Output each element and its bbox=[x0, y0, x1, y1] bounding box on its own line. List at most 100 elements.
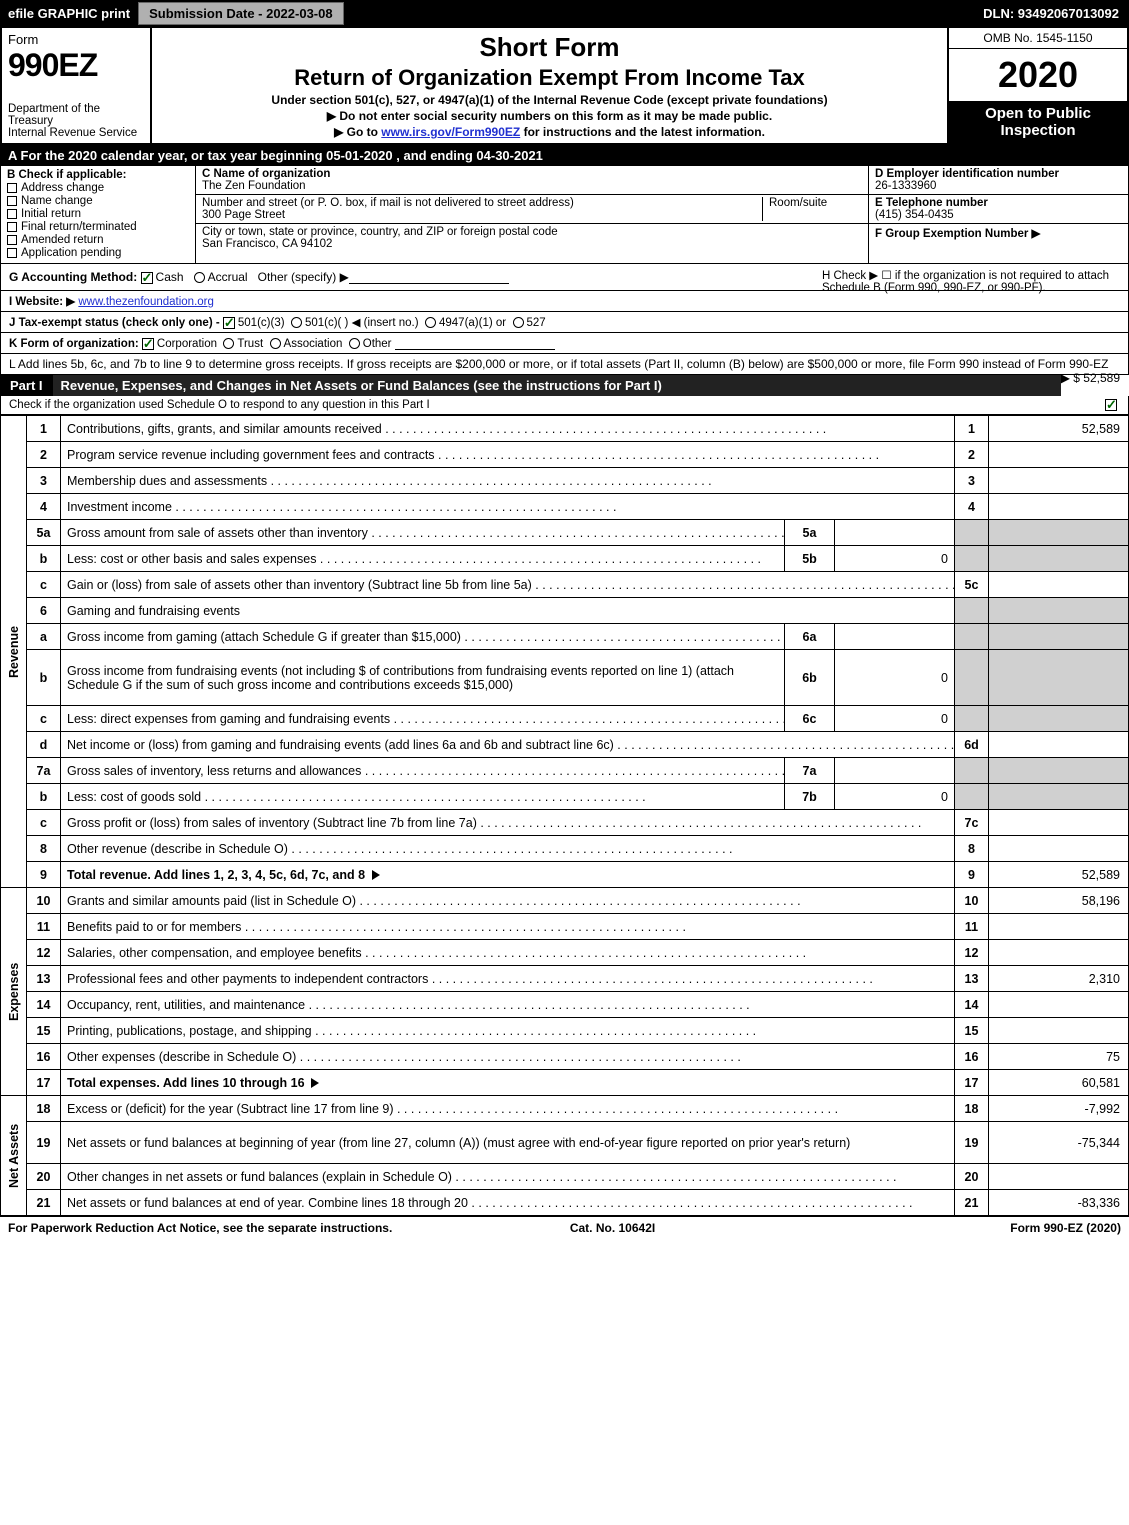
chk-other-org[interactable] bbox=[349, 338, 360, 349]
row-i: I Website: ▶ www.thezenfoundation.org bbox=[0, 291, 1129, 312]
k-corp: Corporation bbox=[157, 338, 217, 350]
chk-initial-return[interactable] bbox=[7, 209, 17, 219]
lv bbox=[989, 992, 1129, 1018]
chk-name-change[interactable] bbox=[7, 196, 17, 206]
part1-header: Part I Revenue, Expenses, and Changes in… bbox=[0, 375, 1061, 396]
lr: 4 bbox=[955, 494, 989, 520]
opt-amended-return: Amended return bbox=[21, 234, 103, 246]
f-group-label: F Group Exemption Number ▶ bbox=[875, 226, 1122, 240]
part1-table: Revenue 1 Contributions, gifts, grants, … bbox=[0, 415, 1129, 1216]
chk-4947[interactable] bbox=[425, 317, 436, 328]
lv bbox=[989, 546, 1129, 572]
lt: Occupancy, rent, utilities, and maintena… bbox=[61, 992, 955, 1018]
chk-address-change[interactable] bbox=[7, 183, 17, 193]
table-row: 9 Total revenue. Add lines 1, 2, 3, 4, 5… bbox=[1, 862, 1129, 888]
chk-corp[interactable] bbox=[142, 338, 154, 350]
e-phone-value: (415) 354-0435 bbox=[875, 209, 1122, 221]
lt: Salaries, other compensation, and employ… bbox=[61, 940, 955, 966]
table-row: 17 Total expenses. Add lines 10 through … bbox=[1, 1070, 1129, 1096]
chk-application-pending[interactable] bbox=[7, 248, 17, 258]
k-trust: Trust bbox=[237, 338, 263, 350]
lr: 19 bbox=[955, 1122, 989, 1164]
lv: 58,196 bbox=[989, 888, 1129, 914]
ln: 5a bbox=[27, 520, 61, 546]
website-link[interactable]: www.thezenfoundation.org bbox=[78, 296, 214, 308]
table-row: 12 Salaries, other compensation, and emp… bbox=[1, 940, 1129, 966]
lr bbox=[955, 706, 989, 732]
table-row: a Gross income from gaming (attach Sched… bbox=[1, 624, 1129, 650]
lt: Net assets or fund balances at end of ye… bbox=[61, 1190, 955, 1216]
table-row: d Net income or (loss) from gaming and f… bbox=[1, 732, 1129, 758]
lv bbox=[989, 650, 1129, 706]
chk-assoc[interactable] bbox=[270, 338, 281, 349]
k-other: Other bbox=[363, 338, 392, 350]
lv bbox=[989, 914, 1129, 940]
lr: 9 bbox=[955, 862, 989, 888]
submission-date-button[interactable]: Submission Date - 2022-03-08 bbox=[138, 2, 344, 25]
lv: 52,589 bbox=[989, 862, 1129, 888]
lr bbox=[955, 624, 989, 650]
chk-501c[interactable] bbox=[291, 317, 302, 328]
lm: 7b bbox=[785, 784, 835, 810]
c-name-label: C Name of organization bbox=[202, 168, 862, 180]
lr: 11 bbox=[955, 914, 989, 940]
lv: 60,581 bbox=[989, 1070, 1129, 1096]
ln: 7a bbox=[27, 758, 61, 784]
lmv: 0 bbox=[835, 706, 955, 732]
g-other-input[interactable] bbox=[349, 270, 509, 284]
ln: 17 bbox=[27, 1070, 61, 1096]
footer-left: For Paperwork Reduction Act Notice, see … bbox=[8, 1221, 392, 1235]
lr: 7c bbox=[955, 810, 989, 836]
lv bbox=[989, 572, 1129, 598]
form-label: Form bbox=[8, 32, 144, 47]
lmv bbox=[835, 758, 955, 784]
ln: 1 bbox=[27, 416, 61, 442]
table-row: 7a Gross sales of inventory, less return… bbox=[1, 758, 1129, 784]
lr bbox=[955, 758, 989, 784]
lv: 2,310 bbox=[989, 966, 1129, 992]
lv bbox=[989, 624, 1129, 650]
table-row: Expenses 10 Grants and similar amounts p… bbox=[1, 888, 1129, 914]
row-l: L Add lines 5b, 6c, and 7b to line 9 to … bbox=[0, 354, 1129, 375]
chk-501c3[interactable] bbox=[223, 317, 235, 329]
section-revenue: Revenue bbox=[1, 416, 27, 888]
lr: 18 bbox=[955, 1096, 989, 1122]
chk-accrual[interactable] bbox=[194, 272, 205, 283]
irs-label: Internal Revenue Service bbox=[8, 127, 144, 139]
table-row: 19 Net assets or fund balances at beginn… bbox=[1, 1122, 1129, 1164]
chk-trust[interactable] bbox=[223, 338, 234, 349]
lv bbox=[989, 1018, 1129, 1044]
lr: 10 bbox=[955, 888, 989, 914]
omb-number: OMB No. 1545-1150 bbox=[949, 28, 1127, 49]
ln: c bbox=[27, 572, 61, 598]
org-street: 300 Page Street bbox=[202, 209, 762, 221]
lm: 6c bbox=[785, 706, 835, 732]
j-4947: 4947(a)(1) or bbox=[439, 317, 506, 329]
goto-post: for instructions and the latest informat… bbox=[524, 125, 765, 139]
opt-final-return: Final return/terminated bbox=[21, 221, 137, 233]
lr bbox=[955, 520, 989, 546]
lr bbox=[955, 650, 989, 706]
table-row: Net Assets 18 Excess or (deficit) for th… bbox=[1, 1096, 1129, 1122]
chk-schedule-o[interactable] bbox=[1105, 399, 1117, 411]
k-other-input[interactable] bbox=[395, 336, 555, 350]
lv: -83,336 bbox=[989, 1190, 1129, 1216]
lt: Grants and similar amounts paid (list in… bbox=[61, 888, 955, 914]
lv: -7,992 bbox=[989, 1096, 1129, 1122]
chk-527[interactable] bbox=[513, 317, 524, 328]
org-city: San Francisco, CA 94102 bbox=[202, 238, 862, 250]
table-row: 16 Other expenses (describe in Schedule … bbox=[1, 1044, 1129, 1070]
lt: Total expenses. Add lines 10 through 16 bbox=[61, 1070, 955, 1096]
chk-final-return[interactable] bbox=[7, 222, 17, 232]
opt-name-change: Name change bbox=[21, 195, 93, 207]
lr: 3 bbox=[955, 468, 989, 494]
table-row: b Less: cost of goods sold 7b 0 bbox=[1, 784, 1129, 810]
table-row: c Gain or (loss) from sale of assets oth… bbox=[1, 572, 1129, 598]
chk-cash[interactable] bbox=[141, 272, 153, 284]
irs-link[interactable]: www.irs.gov/Form990EZ bbox=[381, 125, 520, 139]
part1-tab: Part I bbox=[0, 375, 53, 396]
table-row: 2 Program service revenue including gove… bbox=[1, 442, 1129, 468]
opt-address-change: Address change bbox=[21, 182, 104, 194]
chk-amended-return[interactable] bbox=[7, 235, 17, 245]
lm: 5b bbox=[785, 546, 835, 572]
